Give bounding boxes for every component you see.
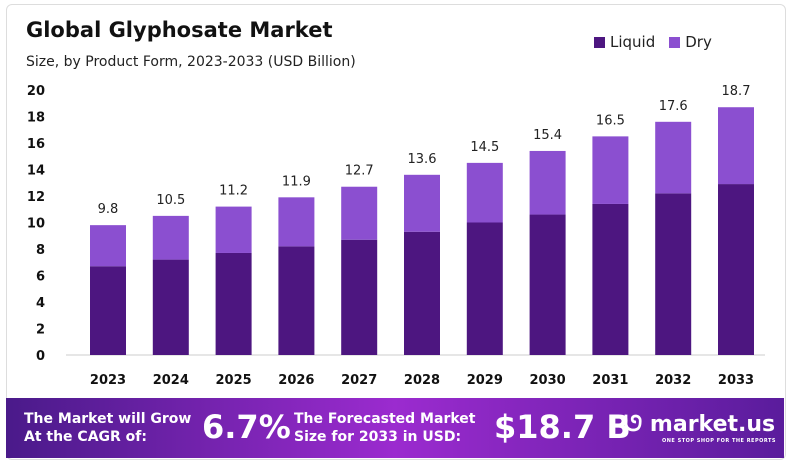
forecast-label: The Forecasted Market Size for 2033 in U… (294, 411, 476, 445)
y-tick-label: 10 (27, 217, 45, 232)
y-tick-label: 2 (36, 323, 45, 338)
y-tick-label: 6 (36, 270, 45, 285)
bar-liquid (215, 252, 252, 355)
chart-title: Global Glyphosate Market (26, 18, 333, 42)
bar-liquid (466, 222, 503, 355)
data-label: 11.9 (282, 174, 311, 189)
x-tick-label: 2033 (718, 373, 754, 388)
y-tick-label: 20 (27, 84, 45, 99)
data-label: 14.5 (470, 140, 499, 155)
brand-logo: ᘎ market.us (624, 412, 776, 437)
x-tick-label: 2025 (216, 373, 252, 388)
logo-icon: ᘎ (624, 412, 650, 437)
chart-frame (6, 4, 786, 460)
cagr-label: The Market will Grow At the CAGR of: (24, 411, 192, 445)
bar-dry (655, 121, 692, 194)
bar-dry (152, 215, 189, 260)
bar-dry (592, 136, 629, 204)
x-tick-label: 2028 (404, 373, 440, 388)
x-tick-label: 2032 (655, 373, 691, 388)
data-label: 13.6 (408, 152, 437, 167)
x-tick-label: 2026 (278, 373, 314, 388)
bar-dry (90, 225, 126, 267)
bar-dry (404, 174, 440, 232)
bar-dry (215, 206, 252, 253)
legend-dry: Dry (669, 33, 712, 51)
summary-banner: The Market will Grow At the CAGR of: 6.7… (6, 398, 784, 458)
bar-liquid (278, 246, 315, 355)
bar-dry (466, 162, 503, 223)
x-tick-label: 2031 (592, 373, 628, 388)
y-tick-label: 16 (27, 137, 45, 152)
data-label: 10.5 (156, 193, 185, 208)
bar-liquid (592, 203, 629, 355)
bar-dry (341, 186, 378, 240)
bar-dry (529, 150, 566, 215)
bar-liquid (655, 193, 692, 355)
legend-liquid: Liquid (594, 33, 655, 51)
x-tick-label: 2023 (90, 373, 126, 388)
bar-liquid (529, 214, 566, 355)
bar-liquid (718, 184, 754, 355)
y-tick-label: 4 (36, 296, 45, 311)
chart-subtitle: Size, by Product Form, 2023-2033 (USD Bi… (26, 54, 356, 70)
data-label: 15.4 (533, 128, 562, 143)
x-tick-label: 2027 (341, 373, 377, 388)
bar-liquid (152, 259, 189, 355)
data-label: 12.7 (345, 164, 374, 179)
bar-dry (278, 197, 315, 247)
cagr-value: 6.7% (202, 408, 291, 446)
x-tick-label: 2024 (153, 373, 189, 388)
x-tick-label: 2030 (530, 373, 566, 388)
data-label: 18.7 (722, 84, 751, 99)
bar-liquid (90, 266, 126, 355)
y-tick-label: 12 (27, 190, 45, 205)
data-label: 17.6 (659, 99, 688, 114)
data-label: 16.5 (596, 113, 625, 128)
brand-tagline: ONE STOP SHOP FOR THE REPORTS (662, 438, 777, 444)
data-label: 11.2 (219, 184, 248, 199)
y-tick-label: 14 (27, 164, 45, 179)
y-tick-label: 18 (27, 111, 45, 126)
forecast-value: $18.7 B (494, 408, 631, 446)
y-tick-label: 0 (36, 349, 45, 364)
bar-chart: 0 2 4 6 8 10 12 14 16 18 20 9.8 2023 10.5 2024 11.2 2025… (27, 84, 765, 388)
legend: Liquid Dry (594, 33, 712, 51)
x-tick-label: 2029 (467, 373, 503, 388)
bar-liquid (341, 239, 378, 355)
y-tick-label: 8 (36, 243, 45, 258)
bar-liquid (404, 231, 440, 355)
bar-dry (718, 107, 754, 185)
data-label: 9.8 (98, 202, 119, 217)
